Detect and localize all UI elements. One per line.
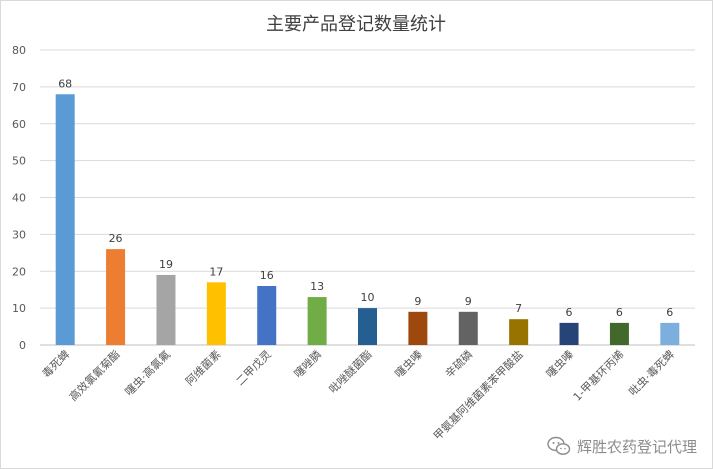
data-label: 6 — [666, 306, 673, 319]
y-tick-label: 40 — [12, 192, 26, 205]
bar — [257, 286, 277, 345]
bar — [156, 274, 176, 345]
data-labels: 68 26 19 17 16 13 10 9 9 7 6 6 6 — [58, 77, 673, 319]
data-label: 9 — [465, 295, 472, 308]
data-label: 10 — [361, 291, 375, 304]
bar — [55, 94, 75, 345]
bar — [660, 322, 680, 345]
y-axis-ticks: 0 10 20 30 40 50 60 70 80 — [12, 44, 26, 352]
y-tick-label: 50 — [12, 155, 26, 168]
bar — [609, 322, 629, 345]
x-tick-label: 吡唑醚菌酯 — [326, 347, 375, 396]
y-tick-label: 0 — [19, 339, 26, 352]
x-tick-label: 1-甲基环丙烯 — [571, 348, 627, 404]
x-tick-label: 噻虫嗪 — [543, 347, 576, 380]
x-tick-label: 噻虫嗪 — [392, 347, 425, 380]
data-label: 13 — [310, 280, 324, 293]
data-label: 6 — [616, 306, 623, 319]
y-tick-label: 60 — [12, 118, 26, 131]
y-tick-label: 80 — [12, 44, 26, 57]
bar — [358, 308, 377, 345]
wechat-icon — [547, 436, 571, 455]
data-label: 26 — [109, 232, 123, 245]
x-tick-label: 甲氨基阿维菌素苯甲酸盐 — [430, 347, 525, 442]
chart-title: 主要产品登记数量统计 — [266, 14, 446, 35]
data-label: 17 — [209, 265, 223, 278]
bar — [408, 311, 428, 345]
x-tick-label: 辛硫磷 — [442, 347, 475, 380]
bars — [55, 94, 680, 345]
bar — [509, 319, 529, 345]
y-tick-label: 20 — [12, 265, 26, 278]
data-label: 7 — [515, 302, 522, 315]
y-tick-label: 10 — [12, 302, 26, 315]
y-tick-label: 30 — [12, 228, 26, 241]
x-tick-label: 吡虫·毒死蜱 — [626, 348, 677, 399]
x-tick-label: 噻虫·高氯氟 — [122, 347, 173, 398]
data-label: 68 — [58, 77, 72, 90]
watermark: 辉胜农药登记代理 — [547, 435, 697, 457]
data-label: 19 — [159, 258, 173, 271]
watermark-text: 辉胜农药登记代理 — [576, 437, 697, 456]
y-tick-label: 70 — [12, 81, 26, 94]
gridlines — [40, 49, 695, 346]
x-tick-label: 噻唑膦 — [291, 347, 324, 380]
x-tick-label: 二甲戊灵 — [234, 348, 274, 388]
data-label: 16 — [260, 269, 274, 282]
x-tick-label: 高效氯氰菊酯 — [66, 347, 123, 404]
data-label: 6 — [566, 306, 573, 319]
bar — [307, 297, 327, 345]
bar — [559, 322, 579, 345]
bar — [106, 249, 126, 345]
data-label: 9 — [414, 295, 421, 308]
bar — [458, 311, 478, 345]
x-tick-label: 毒死蜱 — [40, 348, 73, 381]
bar — [206, 282, 226, 345]
x-tick-label: 阿维菌素 — [183, 348, 223, 388]
